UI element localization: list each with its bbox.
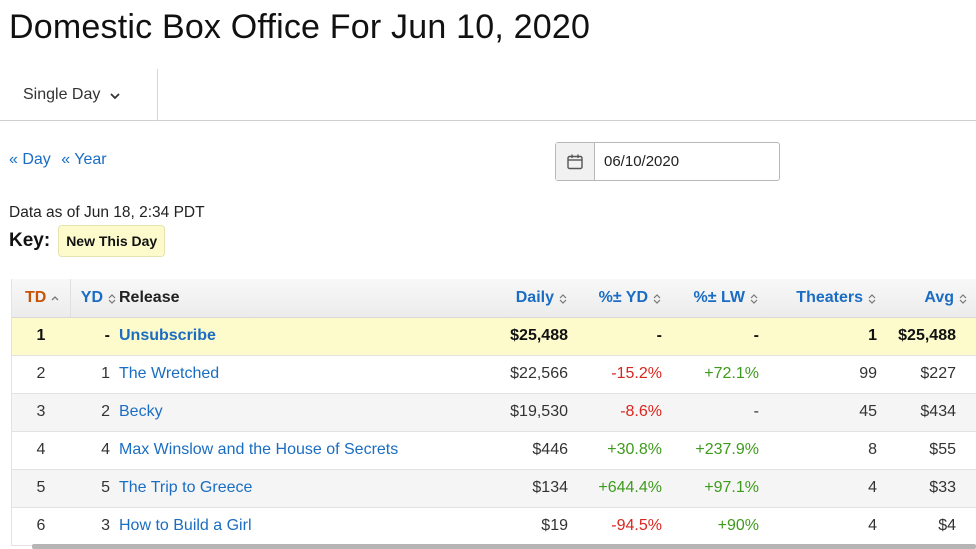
prev-day-link[interactable]: « Day: [9, 151, 51, 168]
pct-change-lw: +90%: [717, 517, 759, 534]
avg-gross: $55: [929, 441, 956, 458]
rank-yesterday: 5: [101, 479, 110, 496]
legend-key: Key: New This Day: [9, 225, 166, 257]
sort-pct-lw-header[interactable]: %± LW: [670, 279, 767, 318]
view-tabbar: Single Day: [0, 69, 976, 121]
sort-asc-icon: [50, 292, 60, 304]
data-timestamp: Data as of Jun 18, 2:34 PDT: [9, 204, 205, 221]
pct-change-yd: -: [656, 327, 662, 344]
calendar-icon[interactable]: [556, 143, 595, 180]
sort-icon: [558, 292, 568, 304]
sort-td-header[interactable]: TD: [12, 279, 71, 318]
rank-today: 2: [36, 365, 46, 382]
rank-today: 4: [36, 441, 46, 458]
date-nav: « Day « Year: [9, 151, 113, 169]
table-row: 3 2 Becky $19,530 -8.6% - 45 $434: [12, 393, 976, 431]
pct-change-yd: +30.8%: [607, 441, 662, 458]
release-link[interactable]: The Trip to Greece: [119, 479, 253, 496]
table-row: 1 - Unsubscribe $25,488 - - 1 $25,488: [12, 317, 976, 355]
daily-gross: $19: [541, 517, 568, 534]
pct-change-yd: -15.2%: [611, 365, 662, 382]
sort-icon: [867, 292, 877, 304]
release-link[interactable]: Max Winslow and the House of Secrets: [119, 441, 399, 458]
box-office-table-container: TD YD Release Daily %± YD %± LW Theaters…: [11, 279, 976, 546]
daily-gross: $25,488: [510, 327, 568, 344]
sort-icon: [652, 292, 662, 304]
table-header-row: TD YD Release Daily %± YD %± LW Theaters…: [12, 279, 976, 318]
pct-change-lw: +72.1%: [704, 365, 759, 382]
pct-change-yd: -8.6%: [620, 403, 662, 420]
theaters: 4: [868, 517, 877, 534]
rank-yesterday: 3: [101, 517, 110, 534]
page-title: Domestic Box Office For Jun 10, 2020: [9, 8, 591, 46]
theaters: 99: [859, 365, 877, 382]
sort-theaters-header[interactable]: Theaters: [767, 279, 885, 318]
date-input[interactable]: [595, 143, 775, 180]
sort-icon: [958, 292, 968, 304]
horizontal-scrollbar[interactable]: [32, 544, 976, 549]
theaters: 1: [868, 327, 877, 344]
theaters: 45: [859, 403, 877, 420]
pct-change-lw: +237.9%: [695, 441, 759, 458]
prev-year-link[interactable]: « Year: [61, 151, 107, 168]
rank-today: 3: [36, 403, 46, 420]
pct-change-yd: -94.5%: [611, 517, 662, 534]
sort-yd-header[interactable]: YD: [70, 279, 119, 318]
avg-gross: $434: [920, 403, 956, 420]
daily-gross: $134: [532, 479, 568, 496]
daily-gross: $22,566: [510, 365, 568, 382]
rank-today: 5: [36, 479, 46, 496]
avg-gross: $4: [938, 517, 956, 534]
sort-icon: [107, 292, 117, 304]
avg-gross: $227: [920, 365, 956, 382]
key-label: Key:: [9, 230, 51, 251]
sort-icon: [749, 292, 759, 304]
release-header: Release: [119, 279, 479, 318]
daily-gross: $446: [532, 441, 568, 458]
release-link[interactable]: Unsubscribe: [119, 327, 216, 344]
rank-yesterday: 4: [101, 441, 110, 458]
chevron-down-icon: [109, 89, 121, 101]
theaters: 4: [868, 479, 877, 496]
date-picker: [555, 142, 780, 181]
theaters: 8: [868, 441, 877, 458]
sort-daily-header[interactable]: Daily: [479, 279, 576, 318]
table-row: 2 1 The Wretched $22,566 -15.2% +72.1% 9…: [12, 355, 976, 393]
pct-change-lw: +97.1%: [704, 479, 759, 496]
rank-yesterday: 1: [101, 365, 110, 382]
rank-yesterday: 2: [101, 403, 110, 420]
view-mode-label: Single Day: [23, 86, 101, 103]
sort-pct-yd-header[interactable]: %± YD: [576, 279, 670, 318]
pct-change-lw: -: [753, 327, 759, 344]
table-row: 5 5 The Trip to Greece $134 +644.4% +97.…: [12, 469, 976, 507]
rank-yesterday: -: [104, 327, 110, 344]
rank-today: 6: [36, 517, 46, 534]
table-row: 6 3 How to Build a Girl $19 -94.5% +90% …: [12, 507, 976, 545]
avg-gross: $33: [929, 479, 956, 496]
box-office-table: TD YD Release Daily %± YD %± LW Theaters…: [12, 279, 976, 546]
release-link[interactable]: The Wretched: [119, 365, 220, 382]
daily-gross: $19,530: [510, 403, 568, 420]
release-link[interactable]: Becky: [119, 403, 163, 420]
sort-avg-header[interactable]: Avg: [885, 279, 976, 318]
pct-change-lw: -: [753, 403, 759, 420]
avg-gross: $25,488: [898, 327, 956, 344]
release-link[interactable]: How to Build a Girl: [119, 517, 252, 534]
view-mode-dropdown[interactable]: Single Day: [0, 69, 158, 121]
pct-change-yd: +644.4%: [598, 479, 662, 496]
rank-today: 1: [36, 327, 46, 344]
new-this-day-badge: New This Day: [58, 225, 166, 257]
table-row: 4 4 Max Winslow and the House of Secrets…: [12, 431, 976, 469]
